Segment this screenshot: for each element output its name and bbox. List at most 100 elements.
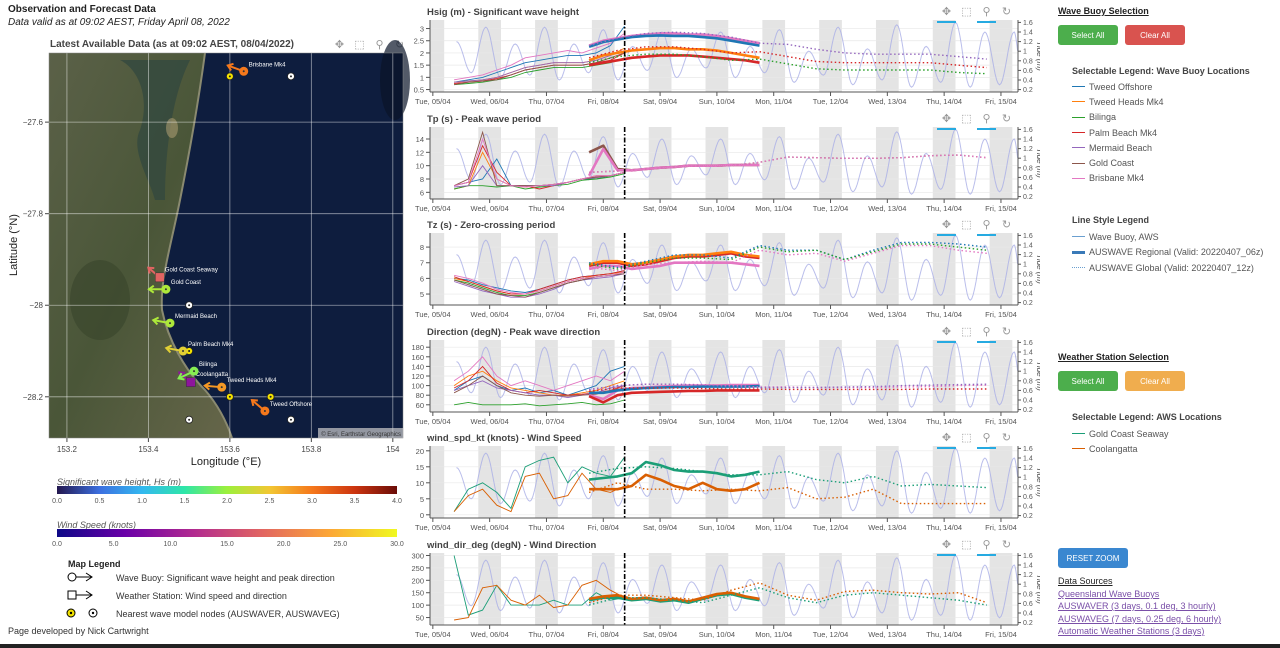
box-zoom-icon[interactable]: ⬚ [961, 326, 972, 338]
box-zoom-icon[interactable]: ⬚ [961, 539, 972, 551]
link-automatic-weather-stations[interactable]: Automatic Weather Stations (3 days) [1058, 626, 1205, 636]
tide-tick-label: 1.4 [1023, 563, 1033, 570]
link-queensland-wave-buoys[interactable]: Queensland Wave Buoys [1058, 589, 1160, 599]
night-band [591, 553, 615, 625]
box-zoom-icon[interactable]: ⬚ [354, 39, 365, 51]
timeseries-chart[interactable]: Tz (s) - Zero-crossing period 5 6 7 8 0.2 0.4 0… [400, 213, 1040, 321]
pan-icon[interactable]: ✥ [937, 325, 956, 343]
legend-item-tweed-offshore[interactable]: Tweed Offshore [1072, 79, 1164, 94]
reset-icon[interactable]: ↻ [1001, 219, 1012, 231]
wheel-zoom-icon[interactable]: ⚲ [977, 431, 996, 449]
tide-tick-label: 1.4 [1023, 456, 1033, 463]
legend-item-bilinga[interactable]: Bilinga [1072, 110, 1164, 125]
map-frame [48, 52, 404, 439]
wave-select-all-button[interactable]: Select All [1058, 25, 1118, 45]
legend-item-brisbane-mk4[interactable]: Brisbane Mk4 [1072, 171, 1164, 186]
link-auswaveg[interactable]: AUSWAVEG (7 days, 0.25 deg, 6 hourly) [1058, 614, 1222, 624]
y-tick-label: 0 [420, 511, 424, 520]
colorbar-tick-label: 30.0 [390, 541, 404, 548]
aws-clear-all-button[interactable]: Clear All [1125, 371, 1185, 391]
wheel-zoom-icon[interactable]: ⚲ [977, 218, 996, 236]
aws-select-all-button[interactable]: Select All [1058, 371, 1118, 391]
wave-clear-all-button[interactable]: Clear All [1125, 25, 1185, 45]
wave-buoy-marker[interactable] [165, 318, 175, 328]
night-band [819, 553, 842, 625]
legend-item-palm-beach-mk4[interactable]: Palm Beach Mk4 [1072, 125, 1164, 140]
y-tick-label: 5 [420, 495, 424, 504]
pan-icon[interactable]: ✥ [937, 218, 956, 236]
wave-buoy-marker[interactable] [189, 366, 199, 376]
night-band [819, 446, 842, 518]
pan-icon[interactable]: ✥ [937, 5, 956, 23]
box-zoom-icon[interactable]: ⬚ [961, 6, 972, 18]
wheel-zoom-icon[interactable]: ⚲ [977, 112, 996, 130]
reset-zoom-button[interactable]: RESET ZOOM [1058, 548, 1128, 568]
tide-tick-label: 1 [1023, 49, 1027, 56]
wave-buoy-marker[interactable] [239, 66, 249, 76]
colorbar-tick-label: 0.0 [52, 498, 62, 505]
data-sources-heading: Data Sources [1058, 576, 1113, 586]
colorbar-tick-label: 5.0 [108, 541, 119, 548]
buoy-center [263, 409, 266, 412]
wave-buoy-marker[interactable] [178, 346, 188, 356]
reset-icon[interactable]: ↻ [1001, 113, 1012, 125]
legend-item-gold-coast[interactable]: Gold Coast [1072, 155, 1164, 170]
map-legend-wave-buoy: Wave Buoy: Significant wave height and p… [116, 573, 335, 583]
weather-station-marker[interactable] [155, 272, 165, 283]
legend-item-coolangatta[interactable]: Coolangatta [1072, 441, 1169, 456]
legend-item-gold-coast-seaway[interactable]: Gold Coast Seaway [1072, 426, 1169, 441]
wave-buoy-symbol-icon [67, 572, 93, 582]
wave-buoy-marker[interactable] [260, 406, 270, 416]
night-band [762, 553, 786, 625]
buoy-center [193, 370, 196, 373]
map[interactable]: 153.2 153.4 153.6 153.8 154 −27.6 −27.8 −28 −28.… [0, 0, 420, 470]
thick-line-icon [1072, 250, 1085, 254]
wheel-zoom-icon[interactable]: ⚲ [977, 5, 996, 23]
y-tick-label: 300 [411, 551, 424, 560]
buoy-label: Palm Beach Mk4 [188, 342, 234, 348]
timeseries-chart[interactable]: wind_dir_deg (degN) - Wind Direction5010… [400, 533, 1040, 641]
series-obs-brisbane-mk4 [454, 33, 625, 81]
tide-axis-label: Tide (m) [1035, 254, 1040, 284]
box-zoom-icon[interactable]: ⬚ [961, 219, 972, 231]
weather-station-marker[interactable] [186, 377, 196, 387]
box-zoom-icon[interactable]: ⬚ [961, 113, 972, 125]
pan-icon[interactable]: ✥ [937, 538, 956, 556]
link-auswaver[interactable]: AUSWAVER (3 days, 0.1 deg, 3 hourly) [1058, 601, 1216, 611]
x-tick-label: Fri, 15/04 [985, 204, 1017, 213]
buoy-label: Brisbane Mk4 [249, 62, 286, 68]
pan-icon[interactable]: ✥ [937, 431, 956, 449]
timeseries-chart[interactable]: Hsig (m) - Significant wave height 0.5 1 1.… [400, 0, 1040, 108]
wheel-zoom-icon[interactable]: ⚲ [977, 538, 996, 556]
x-tick-label: Wed, 13/04 [868, 310, 906, 319]
timeseries-chart[interactable]: wind_spd_kt (knots) - Wind Speed 0 5 10 15 20… [400, 426, 1040, 534]
lat-tick-label: −27.8 [23, 210, 44, 219]
series-regional-coolangatta [589, 473, 761, 493]
reset-icon[interactable]: ↻ [1001, 326, 1012, 338]
chart-title: Direction (degN) - Peak wave direction [427, 327, 600, 338]
legend-label: Brisbane Mk4 [1089, 173, 1145, 184]
tide-axis-label: Tide (m) [1035, 361, 1040, 391]
x-tick-label: Thu, 07/04 [529, 97, 565, 106]
legend-item-tweed-heads-mk4[interactable]: Tweed Heads Mk4 [1072, 94, 1164, 109]
x-tick-label: Fri, 15/04 [985, 310, 1017, 319]
x-tick-label: Thu, 14/04 [926, 417, 962, 426]
reset-icon[interactable]: ↻ [1001, 539, 1012, 551]
box-zoom-icon[interactable]: ⬚ [961, 432, 972, 444]
wave-buoy-marker[interactable] [217, 382, 227, 392]
timeseries-chart[interactable]: Direction (degN) - Peak wave direction 60… [400, 320, 1040, 428]
night-band [535, 446, 558, 518]
wave-buoy-selection-heading: Wave Buoy Selection [1058, 6, 1149, 16]
buoy-label: Bilinga [199, 362, 218, 368]
reset-icon[interactable]: ↻ [1001, 432, 1012, 444]
legend-item-mermaid-beach[interactable]: Mermaid Beach [1072, 140, 1164, 155]
attribution-bg [318, 428, 403, 438]
reset-icon[interactable]: ↻ [1001, 6, 1012, 18]
night-band [989, 20, 1013, 92]
x-tick-label: Mon, 11/04 [755, 417, 792, 426]
tide-tick-label: 0.4 [1023, 291, 1033, 298]
timeseries-chart[interactable]: Tp (s) - Peak wave period 6 8 10 12 14 0.2 0.4 0… [400, 107, 1040, 215]
pan-icon[interactable]: ✥ [937, 112, 956, 130]
wheel-zoom-icon[interactable]: ⚲ [977, 325, 996, 343]
wave-buoy-marker[interactable] [161, 284, 171, 294]
